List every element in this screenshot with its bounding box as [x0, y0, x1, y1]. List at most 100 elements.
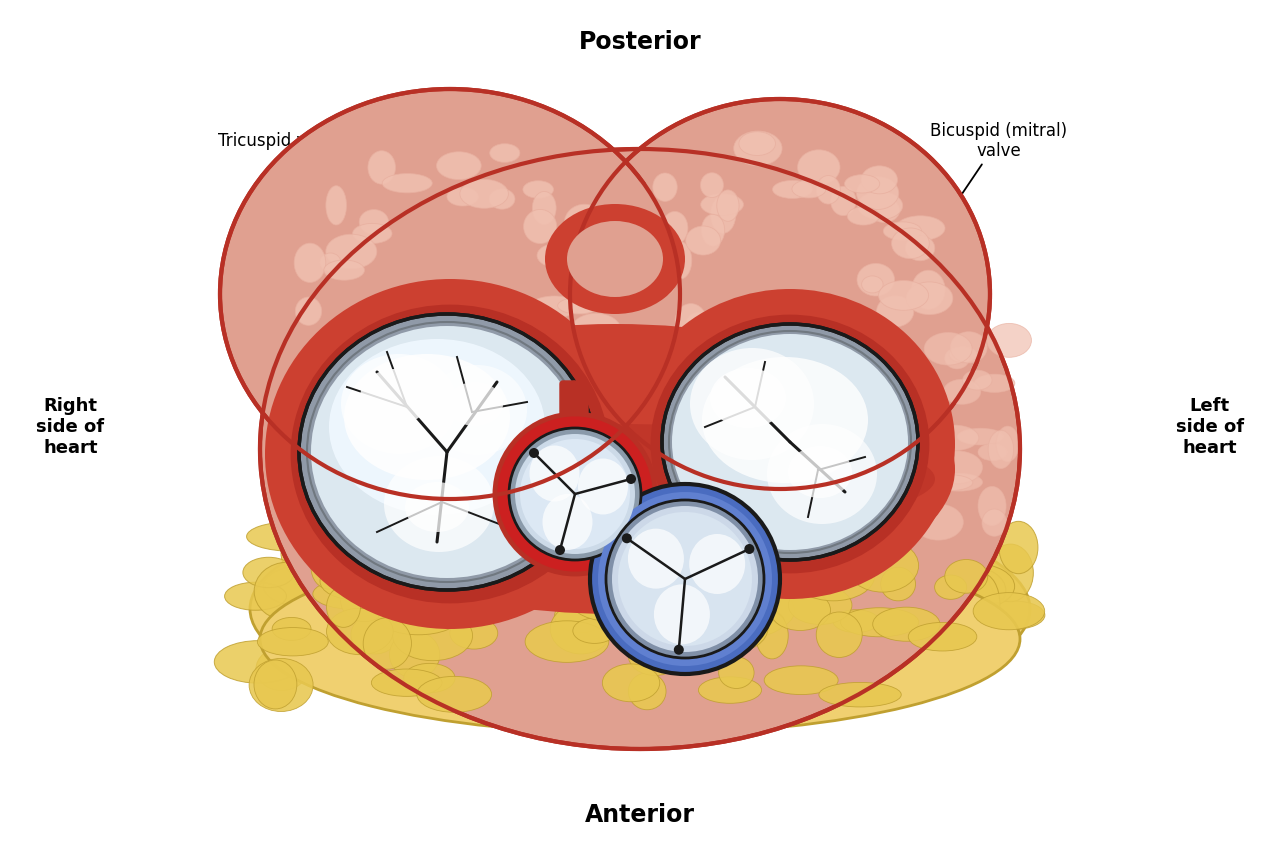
Ellipse shape	[718, 657, 754, 688]
Ellipse shape	[924, 432, 954, 468]
Ellipse shape	[449, 618, 498, 649]
Ellipse shape	[749, 642, 820, 677]
Ellipse shape	[264, 566, 344, 607]
Ellipse shape	[326, 587, 361, 628]
Ellipse shape	[815, 561, 883, 597]
Ellipse shape	[255, 563, 320, 621]
Ellipse shape	[957, 429, 1004, 445]
Ellipse shape	[963, 371, 992, 391]
Ellipse shape	[731, 589, 795, 631]
Ellipse shape	[444, 560, 484, 595]
Ellipse shape	[532, 192, 557, 225]
Ellipse shape	[393, 611, 472, 661]
Ellipse shape	[922, 475, 973, 491]
Ellipse shape	[858, 264, 895, 297]
Ellipse shape	[326, 187, 347, 226]
Ellipse shape	[294, 244, 325, 283]
Ellipse shape	[311, 327, 582, 578]
Ellipse shape	[698, 367, 739, 403]
Ellipse shape	[788, 446, 852, 498]
Ellipse shape	[892, 229, 929, 259]
Ellipse shape	[658, 336, 698, 353]
Ellipse shape	[700, 173, 723, 198]
Ellipse shape	[988, 544, 1033, 602]
Ellipse shape	[886, 508, 951, 562]
Ellipse shape	[873, 529, 946, 583]
Text: Aortic valve: Aortic valve	[301, 501, 577, 641]
Ellipse shape	[628, 635, 682, 676]
Ellipse shape	[938, 564, 1015, 609]
Ellipse shape	[265, 280, 635, 630]
Ellipse shape	[978, 487, 1006, 526]
Ellipse shape	[772, 578, 815, 617]
Ellipse shape	[650, 270, 676, 296]
Ellipse shape	[797, 151, 840, 186]
Ellipse shape	[936, 473, 983, 491]
Ellipse shape	[929, 426, 979, 451]
Ellipse shape	[452, 582, 530, 625]
Ellipse shape	[320, 563, 390, 601]
Ellipse shape	[410, 340, 449, 368]
Ellipse shape	[436, 153, 481, 180]
Ellipse shape	[326, 235, 376, 270]
Ellipse shape	[695, 604, 768, 653]
Ellipse shape	[769, 590, 831, 630]
Ellipse shape	[448, 348, 477, 368]
Ellipse shape	[320, 253, 340, 272]
Ellipse shape	[929, 535, 989, 587]
Ellipse shape	[978, 444, 1007, 461]
Ellipse shape	[932, 451, 983, 485]
Ellipse shape	[444, 362, 490, 398]
Ellipse shape	[316, 359, 360, 389]
Ellipse shape	[515, 180, 716, 339]
Ellipse shape	[868, 569, 954, 624]
Ellipse shape	[294, 425, 934, 534]
Circle shape	[598, 492, 772, 666]
Ellipse shape	[490, 144, 520, 163]
Ellipse shape	[906, 282, 952, 316]
Text: Anterior: Anterior	[585, 802, 695, 826]
Circle shape	[520, 439, 630, 549]
Ellipse shape	[567, 568, 643, 621]
Ellipse shape	[371, 670, 442, 697]
Ellipse shape	[861, 166, 897, 194]
Ellipse shape	[397, 342, 439, 368]
Ellipse shape	[447, 188, 479, 206]
Ellipse shape	[744, 343, 783, 363]
Circle shape	[509, 428, 641, 560]
Ellipse shape	[850, 619, 893, 669]
Ellipse shape	[945, 348, 969, 369]
Ellipse shape	[530, 334, 552, 371]
Text: Bicuspid (mitral)
valve: Bicuspid (mitral) valve	[827, 121, 1068, 394]
Ellipse shape	[628, 673, 666, 710]
Ellipse shape	[338, 349, 379, 378]
Ellipse shape	[451, 579, 515, 635]
Ellipse shape	[690, 332, 736, 367]
Ellipse shape	[603, 664, 659, 702]
Ellipse shape	[998, 522, 1038, 574]
Ellipse shape	[351, 615, 398, 654]
Ellipse shape	[625, 290, 955, 600]
Ellipse shape	[733, 132, 782, 166]
Ellipse shape	[527, 312, 549, 336]
Ellipse shape	[686, 313, 712, 335]
Ellipse shape	[739, 132, 776, 156]
Ellipse shape	[364, 618, 411, 670]
Ellipse shape	[764, 666, 838, 694]
Ellipse shape	[279, 628, 339, 680]
Ellipse shape	[701, 215, 724, 247]
Ellipse shape	[530, 446, 580, 502]
Ellipse shape	[664, 663, 756, 697]
Ellipse shape	[550, 604, 612, 654]
Ellipse shape	[310, 540, 389, 583]
Ellipse shape	[858, 193, 902, 220]
Text: Tricuspid valve: Tricuspid valve	[218, 131, 453, 398]
Ellipse shape	[562, 337, 593, 357]
Ellipse shape	[833, 610, 879, 633]
Ellipse shape	[447, 382, 503, 426]
Ellipse shape	[792, 181, 826, 199]
Ellipse shape	[877, 296, 914, 328]
Ellipse shape	[980, 601, 1044, 630]
Ellipse shape	[521, 511, 573, 569]
Ellipse shape	[314, 551, 387, 582]
